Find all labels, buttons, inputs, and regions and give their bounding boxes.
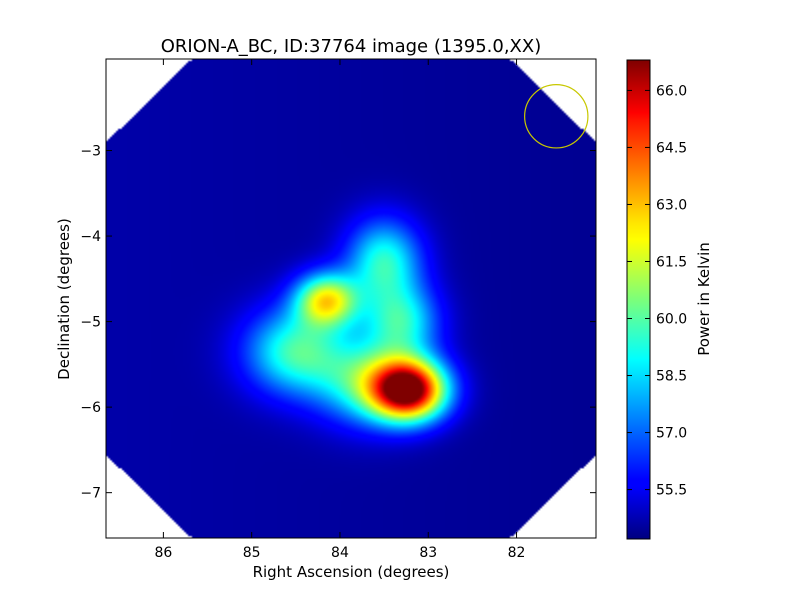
colorbar-tick-label: 63.0 [656,197,687,213]
y-tick-label: −6 [80,400,101,416]
colorbar-tick-label: 61.5 [656,254,687,270]
y-tick-label: −4 [80,229,101,245]
colorbar-tick-label: 57.0 [656,426,687,442]
y-tick-label: −3 [80,144,101,160]
y-tick-label: −7 [80,486,101,502]
plot-frame [105,58,597,539]
colorbar [626,59,651,540]
y-axis-label: Declination (degrees) [55,218,73,380]
colorbar-tick-label: 66.0 [656,83,687,99]
heatmap-image [106,59,596,538]
beam-circle [524,84,589,149]
colorbar-tick-label: 64.5 [656,140,687,156]
x-axis-ticks: 86 85 84 83 82 [154,59,525,561]
x-axis-label: Right Ascension (degrees) [253,563,450,581]
colorbar-tick-label: 60.0 [656,312,687,328]
y-tick-label: −5 [80,315,101,331]
x-tick-label: 83 [419,545,437,561]
colorbar-tick-label: 58.5 [656,369,687,385]
x-tick-label: 86 [154,545,172,561]
colorbar-ticks: 55.5 57.0 58.5 60.0 61.5 63.0 64.5 66.0 [627,83,687,499]
x-tick-label: 85 [243,545,261,561]
colorbar-label: Power in Kelvin [695,242,713,356]
x-tick-label: 84 [331,545,349,561]
y-axis-ticks: −3 −4 −5 −6 −7 [80,144,596,502]
chart-title: ORION-A_BC, ID:37764 image (1395.0,XX) [161,36,542,57]
x-tick-label: 82 [508,545,526,561]
colorbar-tick-label: 55.5 [656,483,687,499]
